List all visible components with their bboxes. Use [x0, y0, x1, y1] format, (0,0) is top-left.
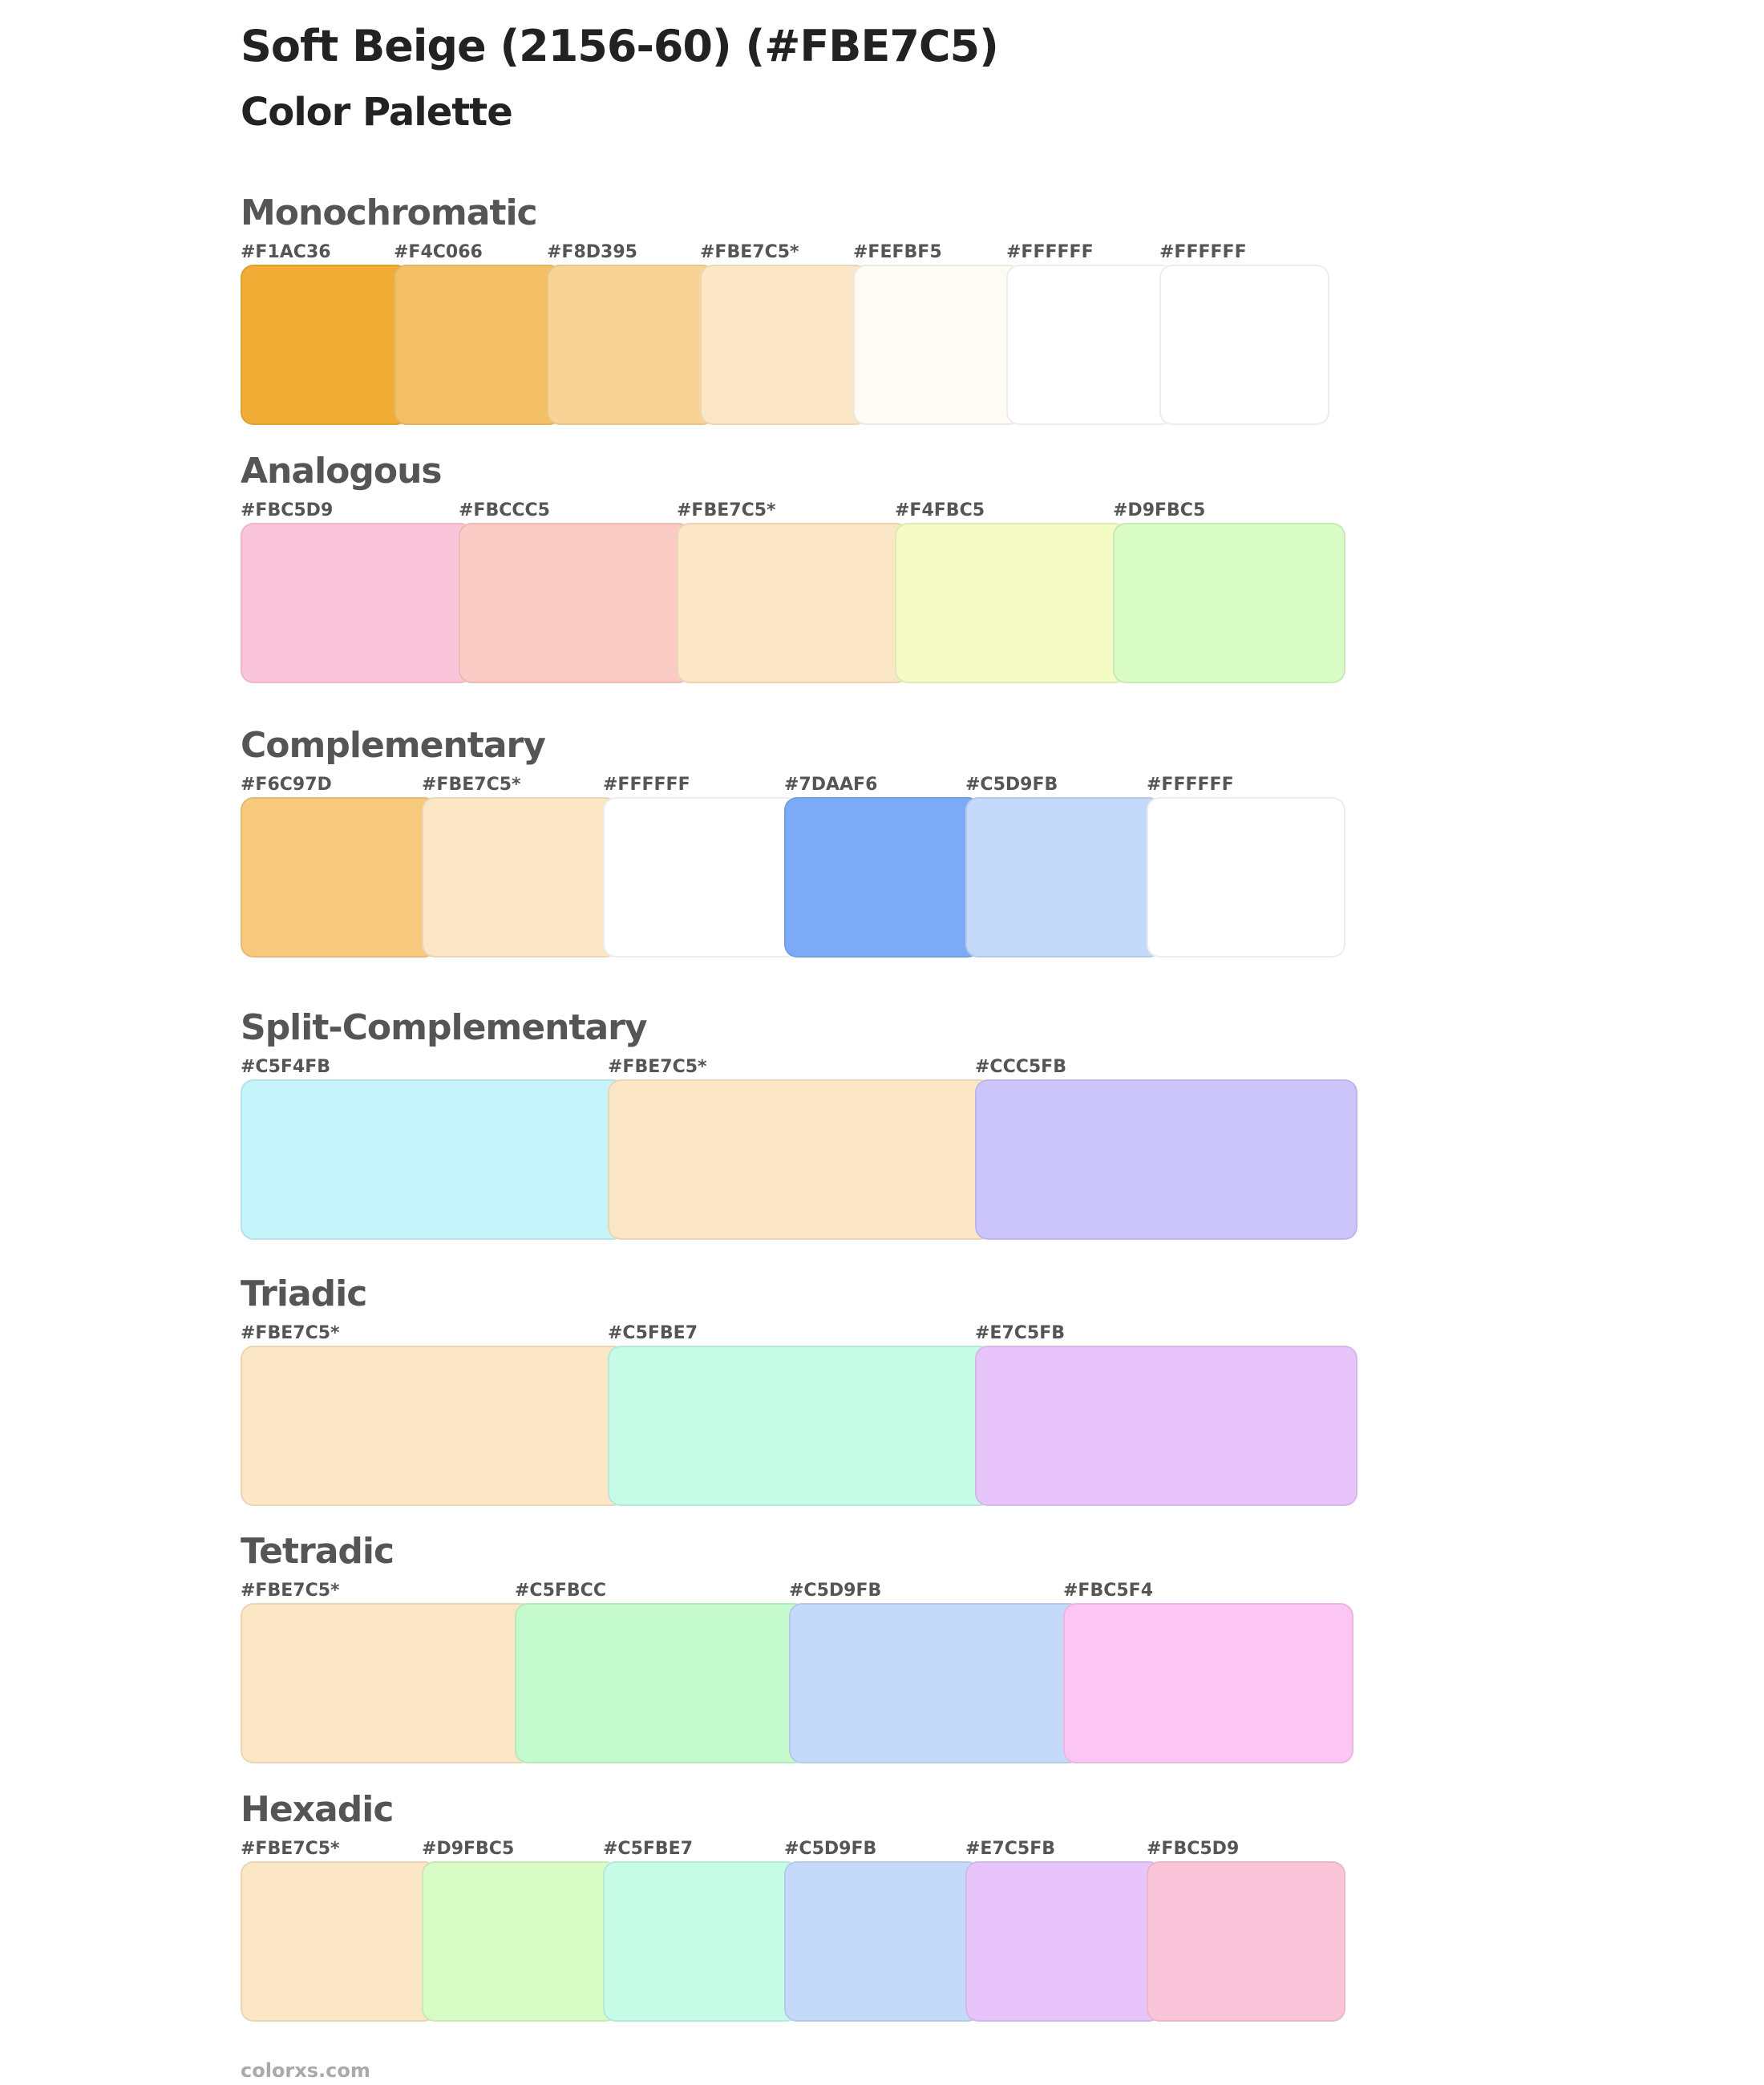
color-swatch[interactable] — [241, 523, 473, 683]
color-swatch[interactable] — [394, 265, 562, 425]
color-hex-label[interactable]: #FBC5D9 — [241, 500, 334, 520]
color-hex-label[interactable]: #FBE7C5* — [241, 1581, 340, 1601]
color-swatch[interactable] — [789, 1603, 1082, 1763]
color-swatch[interactable] — [975, 1079, 1357, 1240]
color-swatch[interactable] — [1063, 1603, 1353, 1763]
palette-heading: Tetradic — [241, 1531, 394, 1572]
color-hex-label[interactable]: #D9FBC5 — [1113, 500, 1206, 520]
color-hex-label[interactable]: #FFFFFF — [603, 775, 690, 795]
palette-heading: Analogous — [241, 451, 443, 492]
color-hex-label[interactable]: #C5D9FB — [784, 1839, 877, 1859]
color-hex-label[interactable]: #FFFFFF — [1147, 775, 1234, 795]
palette-heading: Triadic — [241, 1273, 367, 1314]
color-swatch[interactable] — [1006, 265, 1175, 425]
palette-analogous: Analogous #FBC5D9 #FBCCC5 #FBE7C5* #F4FBC5 #D… — [241, 451, 1345, 699]
color-hex-label[interactable]: #FEFBF5 — [853, 242, 942, 262]
palette-hexadic: Hexadic #FBE7C5* #D9FBC5 #C5FBE7 #C5D9FB #E7C… — [241, 1789, 1345, 2038]
color-hex-label[interactable]: #7DAAF6 — [784, 775, 878, 795]
color-swatch[interactable] — [677, 523, 909, 683]
color-hex-label[interactable]: #FBE7C5* — [422, 775, 521, 795]
palette-heading: Monochromatic — [241, 192, 538, 233]
palette-monochromatic: Monochromatic #F1AC36 #F4C066 #F8D395 #FBE7C… — [241, 192, 1329, 441]
color-swatch[interactable] — [1113, 523, 1345, 683]
color-swatch[interactable] — [515, 1603, 807, 1763]
color-swatch[interactable] — [608, 1079, 993, 1240]
color-hex-label[interactable]: #FFFFFF — [1159, 242, 1247, 262]
color-swatch[interactable] — [241, 1346, 625, 1506]
color-swatch[interactable] — [784, 797, 981, 957]
color-hex-label[interactable]: #E7C5FB — [965, 1839, 1056, 1859]
page-title: Soft Beige (2156-60) (#FBE7C5) — [241, 21, 999, 71]
color-hex-label[interactable]: #F4C066 — [394, 242, 483, 262]
color-hex-label[interactable]: #E7C5FB — [975, 1323, 1066, 1343]
palette-complementary: Complementary #F6C97D #FBE7C5* #FFFFFF #7DAA… — [241, 725, 1345, 974]
color-hex-label[interactable]: #FBE7C5* — [608, 1057, 707, 1077]
color-swatch[interactable] — [241, 797, 437, 957]
page-subtitle: Color Palette — [241, 90, 513, 135]
color-swatch[interactable] — [1147, 1861, 1345, 2022]
color-swatch[interactable] — [422, 1861, 618, 2022]
color-swatch[interactable] — [422, 797, 618, 957]
color-swatch[interactable] — [700, 265, 868, 425]
color-hex-label[interactable]: #FBCCC5 — [459, 500, 550, 520]
palette-heading: Hexadic — [241, 1789, 394, 1830]
color-swatch[interactable] — [853, 265, 1022, 425]
site-credit: colorxs.com — [241, 2059, 370, 2082]
color-swatch[interactable] — [241, 1079, 625, 1240]
color-swatch[interactable] — [241, 1603, 533, 1763]
color-hex-label[interactable]: #C5F4FB — [241, 1057, 331, 1077]
color-swatch[interactable] — [1147, 797, 1345, 957]
color-hex-label[interactable]: #FBE7C5* — [241, 1839, 340, 1859]
color-hex-label[interactable]: #C5FBCC — [515, 1581, 606, 1601]
color-hex-label[interactable]: #D9FBC5 — [422, 1839, 515, 1859]
palette-split-complementary: Split-Complementary #C5F4FB #FBE7C5* #CCC5F… — [241, 1007, 1357, 1256]
color-hex-label[interactable]: #C5D9FB — [965, 775, 1058, 795]
color-hex-label[interactable]: #F6C97D — [241, 775, 332, 795]
palette-triadic: Triadic #FBE7C5* #C5FBE7 #E7C5FB — [241, 1273, 1357, 1522]
palette-tetradic: Tetradic #FBE7C5* #C5FBCC #C5D9FB #FBC5F4 — [241, 1531, 1353, 1779]
color-swatch[interactable] — [784, 1861, 981, 2022]
color-hex-label[interactable]: #FBC5F4 — [1063, 1581, 1154, 1601]
color-hex-label[interactable]: #F8D395 — [547, 242, 637, 262]
color-swatch[interactable] — [459, 523, 691, 683]
color-swatch[interactable] — [965, 797, 1162, 957]
color-swatch[interactable] — [895, 523, 1127, 683]
color-hex-label[interactable]: #FFFFFF — [1006, 242, 1094, 262]
color-swatch[interactable] — [241, 265, 409, 425]
color-hex-label[interactable]: #FBE7C5* — [677, 500, 776, 520]
color-hex-label[interactable]: #CCC5FB — [975, 1057, 1066, 1077]
color-swatch[interactable] — [547, 265, 715, 425]
color-swatch[interactable] — [975, 1346, 1357, 1506]
color-hex-label[interactable]: #FBC5D9 — [1147, 1839, 1240, 1859]
palette-heading: Split-Complementary — [241, 1007, 648, 1048]
color-swatch[interactable] — [1159, 265, 1329, 425]
color-hex-label[interactable]: #C5FBE7 — [608, 1323, 698, 1343]
palette-heading: Complementary — [241, 725, 546, 766]
color-swatch[interactable] — [241, 1861, 437, 2022]
color-swatch[interactable] — [608, 1346, 993, 1506]
color-swatch[interactable] — [603, 797, 799, 957]
color-hex-label[interactable]: #F4FBC5 — [895, 500, 985, 520]
color-hex-label[interactable]: #C5FBE7 — [603, 1839, 694, 1859]
color-hex-label[interactable]: #F1AC36 — [241, 242, 331, 262]
color-hex-label[interactable]: #FBE7C5* — [700, 242, 799, 262]
color-hex-label[interactable]: #FBE7C5* — [241, 1323, 340, 1343]
color-swatch[interactable] — [603, 1861, 799, 2022]
color-swatch[interactable] — [965, 1861, 1162, 2022]
color-hex-label[interactable]: #C5D9FB — [789, 1581, 882, 1601]
